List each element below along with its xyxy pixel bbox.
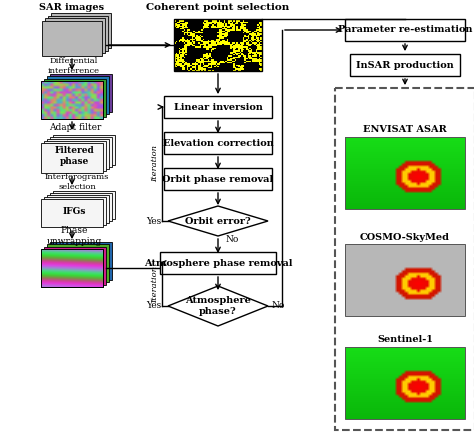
Polygon shape — [44, 246, 106, 284]
Polygon shape — [45, 18, 105, 53]
Text: Interferograms
selection: Interferograms selection — [45, 173, 109, 191]
Text: Atmosphere
phase?: Atmosphere phase? — [185, 296, 251, 316]
Text: Iteration: Iteration — [151, 145, 159, 182]
Text: No: No — [226, 235, 239, 243]
Polygon shape — [48, 16, 108, 51]
Polygon shape — [50, 74, 112, 112]
Text: Adapt filter: Adapt filter — [49, 123, 101, 132]
Text: Differential
interference: Differential interference — [48, 58, 100, 74]
Text: Filtered
phase: Filtered phase — [54, 146, 94, 166]
Polygon shape — [50, 193, 112, 221]
Text: IFGs: IFGs — [62, 207, 86, 216]
Text: InSAR production: InSAR production — [356, 61, 454, 70]
Bar — [164, 168, 272, 190]
Polygon shape — [41, 199, 103, 227]
Text: Iteration: Iteration — [151, 266, 159, 303]
Bar — [164, 132, 272, 154]
Polygon shape — [53, 191, 115, 219]
Bar — [345, 244, 465, 316]
Text: ENVISAT ASAR: ENVISAT ASAR — [363, 126, 447, 135]
Polygon shape — [47, 76, 109, 114]
Text: COSMO-SkyMed: COSMO-SkyMed — [360, 233, 450, 242]
Polygon shape — [47, 139, 109, 169]
Text: Elevation correction: Elevation correction — [163, 139, 273, 148]
Polygon shape — [168, 206, 268, 236]
Text: Yes: Yes — [146, 216, 162, 226]
Polygon shape — [47, 244, 109, 282]
Bar — [345, 347, 465, 419]
Polygon shape — [53, 135, 115, 165]
Text: Yes: Yes — [146, 301, 162, 310]
Polygon shape — [50, 242, 112, 279]
Bar — [335, 88, 474, 430]
Text: No: No — [271, 301, 285, 310]
Text: Phase
unwrapping: Phase unwrapping — [46, 226, 101, 246]
Bar — [41, 249, 103, 287]
Polygon shape — [44, 78, 106, 116]
Bar — [160, 252, 276, 274]
Text: Atmosphere phase removal: Atmosphere phase removal — [144, 259, 292, 268]
Text: Coherent point selection: Coherent point selection — [146, 3, 290, 13]
Polygon shape — [42, 20, 102, 55]
Bar — [174, 19, 262, 71]
Text: Orbit error?: Orbit error? — [185, 216, 251, 226]
Bar — [345, 19, 465, 41]
Polygon shape — [47, 195, 109, 223]
Bar — [345, 137, 465, 209]
Text: SAR images: SAR images — [39, 3, 105, 13]
Bar — [41, 81, 103, 119]
Polygon shape — [168, 286, 268, 326]
Text: Orbit phase removal: Orbit phase removal — [163, 174, 273, 184]
Polygon shape — [44, 197, 106, 225]
Polygon shape — [41, 143, 103, 173]
Polygon shape — [41, 81, 103, 119]
Text: Sentinel-1: Sentinel-1 — [377, 336, 433, 345]
Polygon shape — [50, 137, 112, 167]
Polygon shape — [41, 249, 103, 287]
Polygon shape — [44, 141, 106, 171]
Polygon shape — [51, 13, 111, 48]
Text: Linear inversion: Linear inversion — [173, 103, 263, 112]
Text: Parameter re-estimation: Parameter re-estimation — [338, 26, 472, 35]
Bar — [164, 96, 272, 118]
Bar — [350, 54, 460, 76]
